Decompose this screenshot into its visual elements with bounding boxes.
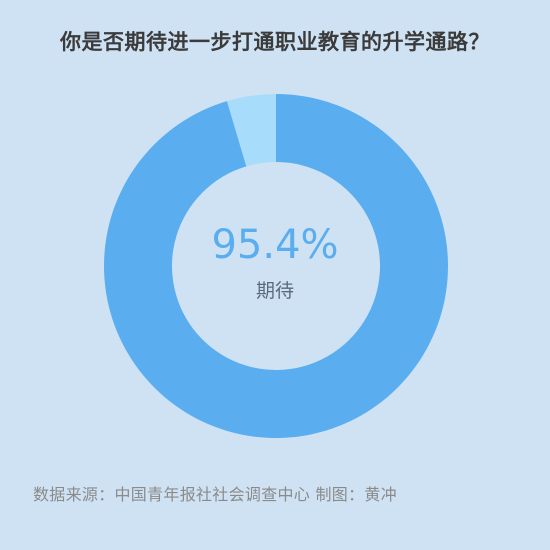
donut-slice-1 <box>226 94 276 167</box>
donut-slices <box>103 94 448 439</box>
donut-slice-0 <box>103 94 448 439</box>
source-note: 数据来源：中国青年报社社会调查中心 制图：黄冲 <box>33 485 397 504</box>
chart-title: 你是否期待进一步打通职业教育的升学通路？ <box>60 30 490 54</box>
center-label: 期待 <box>255 280 294 302</box>
center-value: 95.4% <box>211 222 339 268</box>
